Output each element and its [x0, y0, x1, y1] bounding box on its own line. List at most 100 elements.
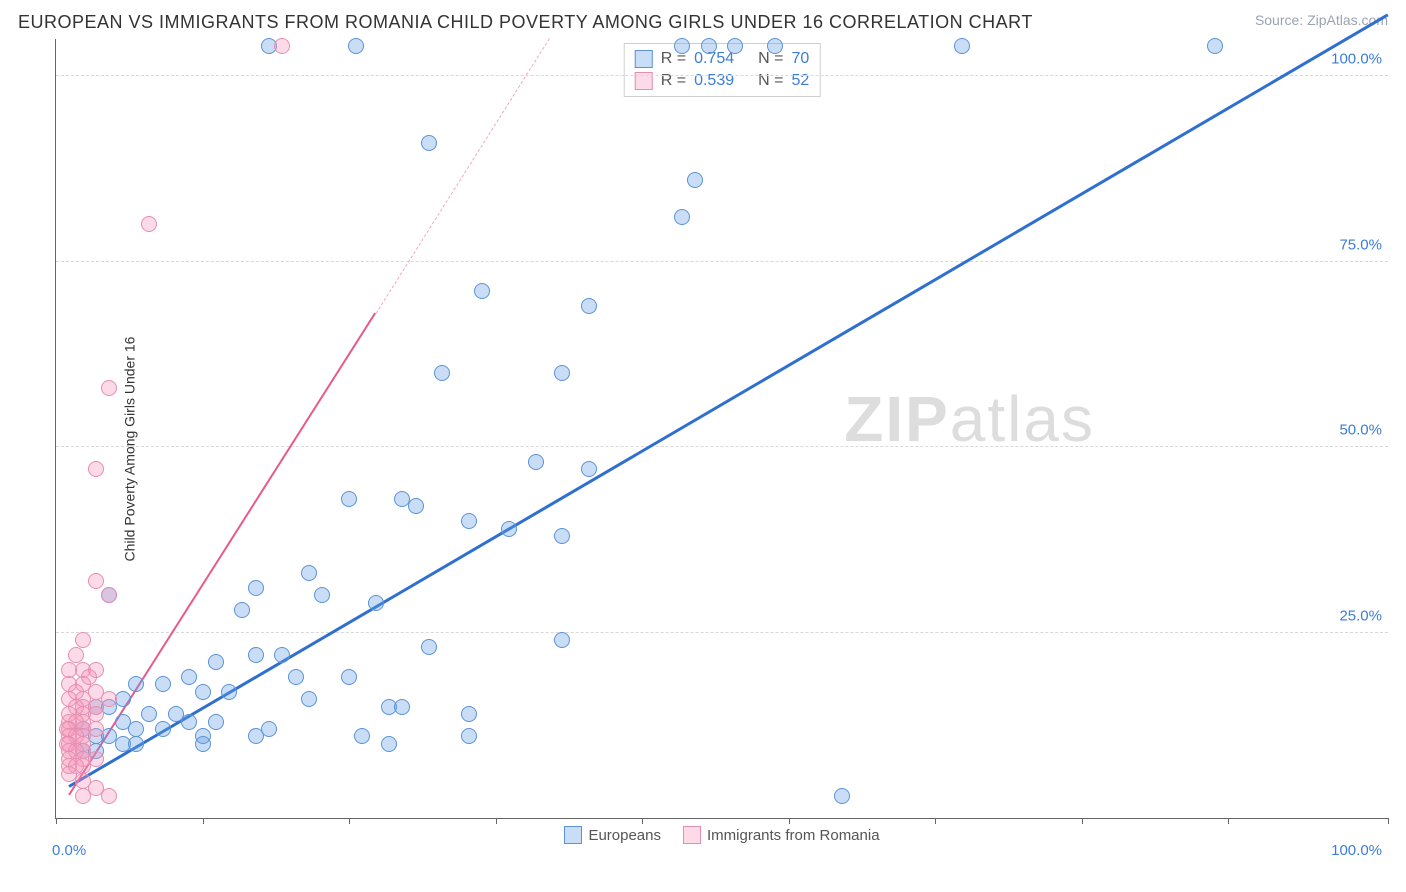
data-point	[581, 298, 597, 314]
x-max-label: 100.0%	[1331, 842, 1382, 859]
data-point	[341, 491, 357, 507]
data-point	[208, 714, 224, 730]
watermark-bold: ZIP	[844, 383, 950, 455]
chart-title: EUROPEAN VS IMMIGRANTS FROM ROMANIA CHIL…	[18, 12, 1033, 33]
data-point	[101, 587, 117, 603]
data-point	[834, 788, 850, 804]
gridline	[56, 446, 1388, 447]
trend-line	[375, 38, 549, 313]
legend-swatch	[635, 50, 653, 68]
chart-container: Child Poverty Among Girls Under 16 ZIPat…	[55, 39, 1388, 859]
data-point	[248, 647, 264, 663]
data-point	[274, 647, 290, 663]
data-point	[554, 365, 570, 381]
legend-series: Europeans Immigrants from Romania	[56, 826, 1388, 844]
data-point	[434, 365, 450, 381]
x-tick	[935, 818, 936, 824]
x-tick	[789, 818, 790, 824]
legend-swatch	[683, 826, 701, 844]
x-tick	[56, 818, 57, 824]
data-point	[141, 706, 157, 722]
data-point	[88, 573, 104, 589]
data-point	[101, 380, 117, 396]
data-point	[581, 461, 597, 477]
data-point	[261, 721, 277, 737]
data-point	[674, 38, 690, 54]
data-point	[128, 736, 144, 752]
data-point	[274, 38, 290, 54]
data-point	[474, 283, 490, 299]
data-point	[181, 669, 197, 685]
data-point	[75, 788, 91, 804]
legend-swatch	[564, 826, 582, 844]
x-tick	[496, 818, 497, 824]
data-point	[248, 580, 264, 596]
data-point	[461, 728, 477, 744]
data-point	[381, 736, 397, 752]
data-point	[155, 721, 171, 737]
n-value: 70	[791, 50, 809, 68]
data-point	[554, 528, 570, 544]
data-point	[221, 684, 237, 700]
data-point	[727, 38, 743, 54]
data-point	[195, 684, 211, 700]
y-tick-label: 100.0%	[1331, 51, 1382, 68]
data-point	[155, 676, 171, 692]
data-point	[408, 498, 424, 514]
gridline	[56, 75, 1388, 76]
legend-stat-row: R =0.539N =52	[635, 70, 810, 92]
gridline	[56, 632, 1388, 633]
y-tick-label: 50.0%	[1339, 422, 1382, 439]
watermark-thin: atlas	[950, 383, 1095, 455]
x-tick	[349, 818, 350, 824]
data-point	[314, 587, 330, 603]
data-point	[1207, 38, 1223, 54]
data-point	[181, 714, 197, 730]
watermark: ZIPatlas	[844, 382, 1095, 456]
data-point	[301, 565, 317, 581]
data-point	[88, 461, 104, 477]
header: EUROPEAN VS IMMIGRANTS FROM ROMANIA CHIL…	[0, 0, 1406, 39]
r-value: 0.754	[694, 50, 734, 68]
data-point	[75, 632, 91, 648]
data-point	[554, 632, 570, 648]
legend-item: Immigrants from Romania	[683, 826, 880, 844]
data-point	[101, 788, 117, 804]
data-point	[394, 699, 410, 715]
gridline	[56, 261, 1388, 262]
legend-stats: R =0.754N =70R =0.539N =52	[624, 43, 821, 97]
data-point	[341, 669, 357, 685]
x-tick	[1228, 818, 1229, 824]
x-tick	[1388, 818, 1389, 824]
plot-area: ZIPatlas R =0.754N =70R =0.539N =52 0.0%…	[55, 39, 1388, 819]
data-point	[288, 669, 304, 685]
trend-line	[69, 14, 1389, 788]
data-point	[701, 38, 717, 54]
data-point	[687, 172, 703, 188]
data-point	[954, 38, 970, 54]
x-tick	[1082, 818, 1083, 824]
legend-item: Europeans	[564, 826, 661, 844]
data-point	[368, 595, 384, 611]
data-point	[767, 38, 783, 54]
data-point	[68, 647, 84, 663]
legend-label: Immigrants from Romania	[707, 827, 880, 844]
data-point	[195, 736, 211, 752]
data-point	[501, 521, 517, 537]
data-point	[128, 676, 144, 692]
data-point	[421, 639, 437, 655]
data-point	[234, 602, 250, 618]
y-tick-label: 75.0%	[1339, 236, 1382, 253]
data-point	[348, 38, 364, 54]
x-tick	[642, 818, 643, 824]
x-tick	[203, 818, 204, 824]
data-point	[128, 721, 144, 737]
data-point	[61, 662, 77, 678]
legend-label: Europeans	[588, 827, 661, 844]
x-min-label: 0.0%	[52, 842, 86, 859]
data-point	[141, 216, 157, 232]
data-point	[461, 513, 477, 529]
data-point	[208, 654, 224, 670]
legend-stat-row: R =0.754N =70	[635, 48, 810, 70]
data-point	[301, 691, 317, 707]
